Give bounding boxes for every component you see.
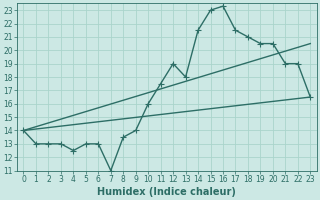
X-axis label: Humidex (Indice chaleur): Humidex (Indice chaleur) xyxy=(98,187,236,197)
